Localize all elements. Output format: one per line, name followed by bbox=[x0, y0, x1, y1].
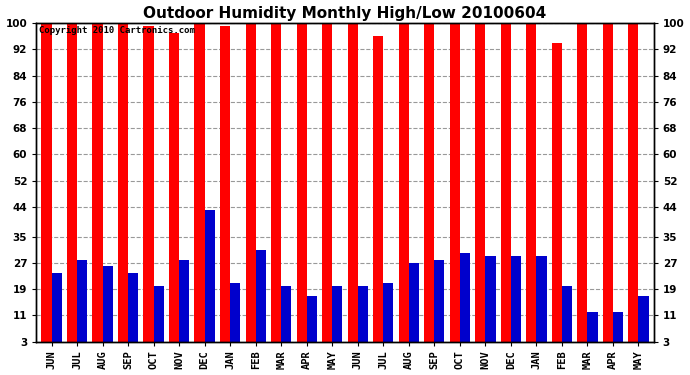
Bar bbox=[77, 260, 88, 351]
Bar bbox=[587, 312, 598, 351]
Bar bbox=[67, 23, 77, 351]
Title: Outdoor Humidity Monthly High/Low 20100604: Outdoor Humidity Monthly High/Low 201006… bbox=[144, 6, 546, 21]
Bar bbox=[297, 23, 307, 351]
Bar bbox=[562, 286, 572, 351]
Bar bbox=[271, 23, 282, 351]
Bar bbox=[256, 250, 266, 351]
Bar bbox=[399, 23, 408, 351]
Bar bbox=[118, 23, 128, 351]
Bar bbox=[169, 33, 179, 351]
Bar bbox=[373, 36, 383, 351]
Bar bbox=[628, 23, 638, 351]
Bar bbox=[485, 256, 495, 351]
Bar bbox=[230, 282, 240, 351]
Bar bbox=[205, 210, 215, 351]
Bar bbox=[613, 312, 623, 351]
Bar bbox=[551, 43, 562, 351]
Bar bbox=[638, 296, 649, 351]
Bar bbox=[536, 256, 546, 351]
Bar bbox=[144, 26, 154, 351]
Bar bbox=[602, 23, 613, 351]
Bar bbox=[408, 263, 419, 351]
Bar bbox=[460, 253, 470, 351]
Bar bbox=[52, 273, 62, 351]
Bar bbox=[307, 296, 317, 351]
Bar bbox=[577, 23, 587, 351]
Bar bbox=[450, 23, 460, 351]
Bar bbox=[41, 23, 52, 351]
Bar bbox=[348, 23, 357, 351]
Bar bbox=[220, 26, 230, 351]
Bar bbox=[92, 23, 103, 351]
Bar bbox=[128, 273, 139, 351]
Bar bbox=[282, 286, 291, 351]
Bar bbox=[383, 282, 393, 351]
Bar bbox=[246, 23, 256, 351]
Bar bbox=[434, 260, 444, 351]
Bar bbox=[154, 286, 164, 351]
Text: Copyright 2010 Cartronics.com: Copyright 2010 Cartronics.com bbox=[39, 26, 195, 35]
Bar bbox=[179, 260, 189, 351]
Bar bbox=[424, 23, 434, 351]
Bar bbox=[475, 23, 485, 351]
Bar bbox=[333, 286, 342, 351]
Bar bbox=[526, 23, 536, 351]
Bar bbox=[357, 286, 368, 351]
Bar bbox=[501, 23, 511, 351]
Bar bbox=[103, 266, 113, 351]
Bar bbox=[322, 23, 333, 351]
Bar bbox=[195, 23, 205, 351]
Bar bbox=[511, 256, 521, 351]
